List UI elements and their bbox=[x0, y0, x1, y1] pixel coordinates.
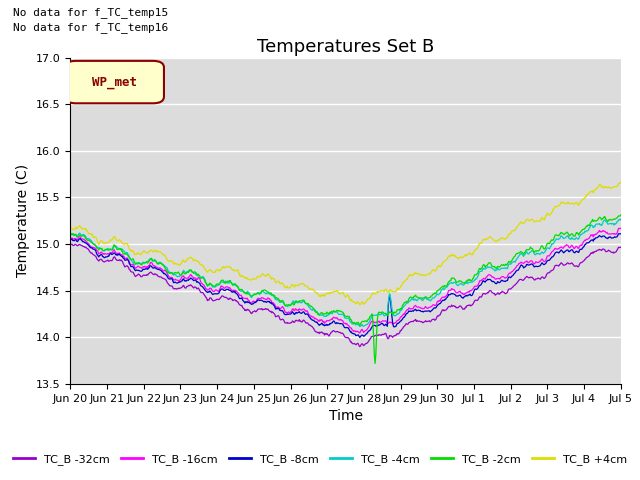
Legend: TC_B -32cm, TC_B -16cm, TC_B -8cm, TC_B -4cm, TC_B -2cm, TC_B +4cm: TC_B -32cm, TC_B -16cm, TC_B -8cm, TC_B … bbox=[8, 450, 632, 469]
Y-axis label: Temperature (C): Temperature (C) bbox=[17, 164, 30, 277]
X-axis label: Time: Time bbox=[328, 409, 363, 423]
Title: Temperatures Set B: Temperatures Set B bbox=[257, 38, 434, 56]
Text: No data for f_TC_temp15: No data for f_TC_temp15 bbox=[13, 7, 168, 18]
Text: WP_met: WP_met bbox=[92, 75, 137, 89]
FancyBboxPatch shape bbox=[65, 61, 164, 103]
Text: No data for f_TC_temp16: No data for f_TC_temp16 bbox=[13, 22, 168, 33]
